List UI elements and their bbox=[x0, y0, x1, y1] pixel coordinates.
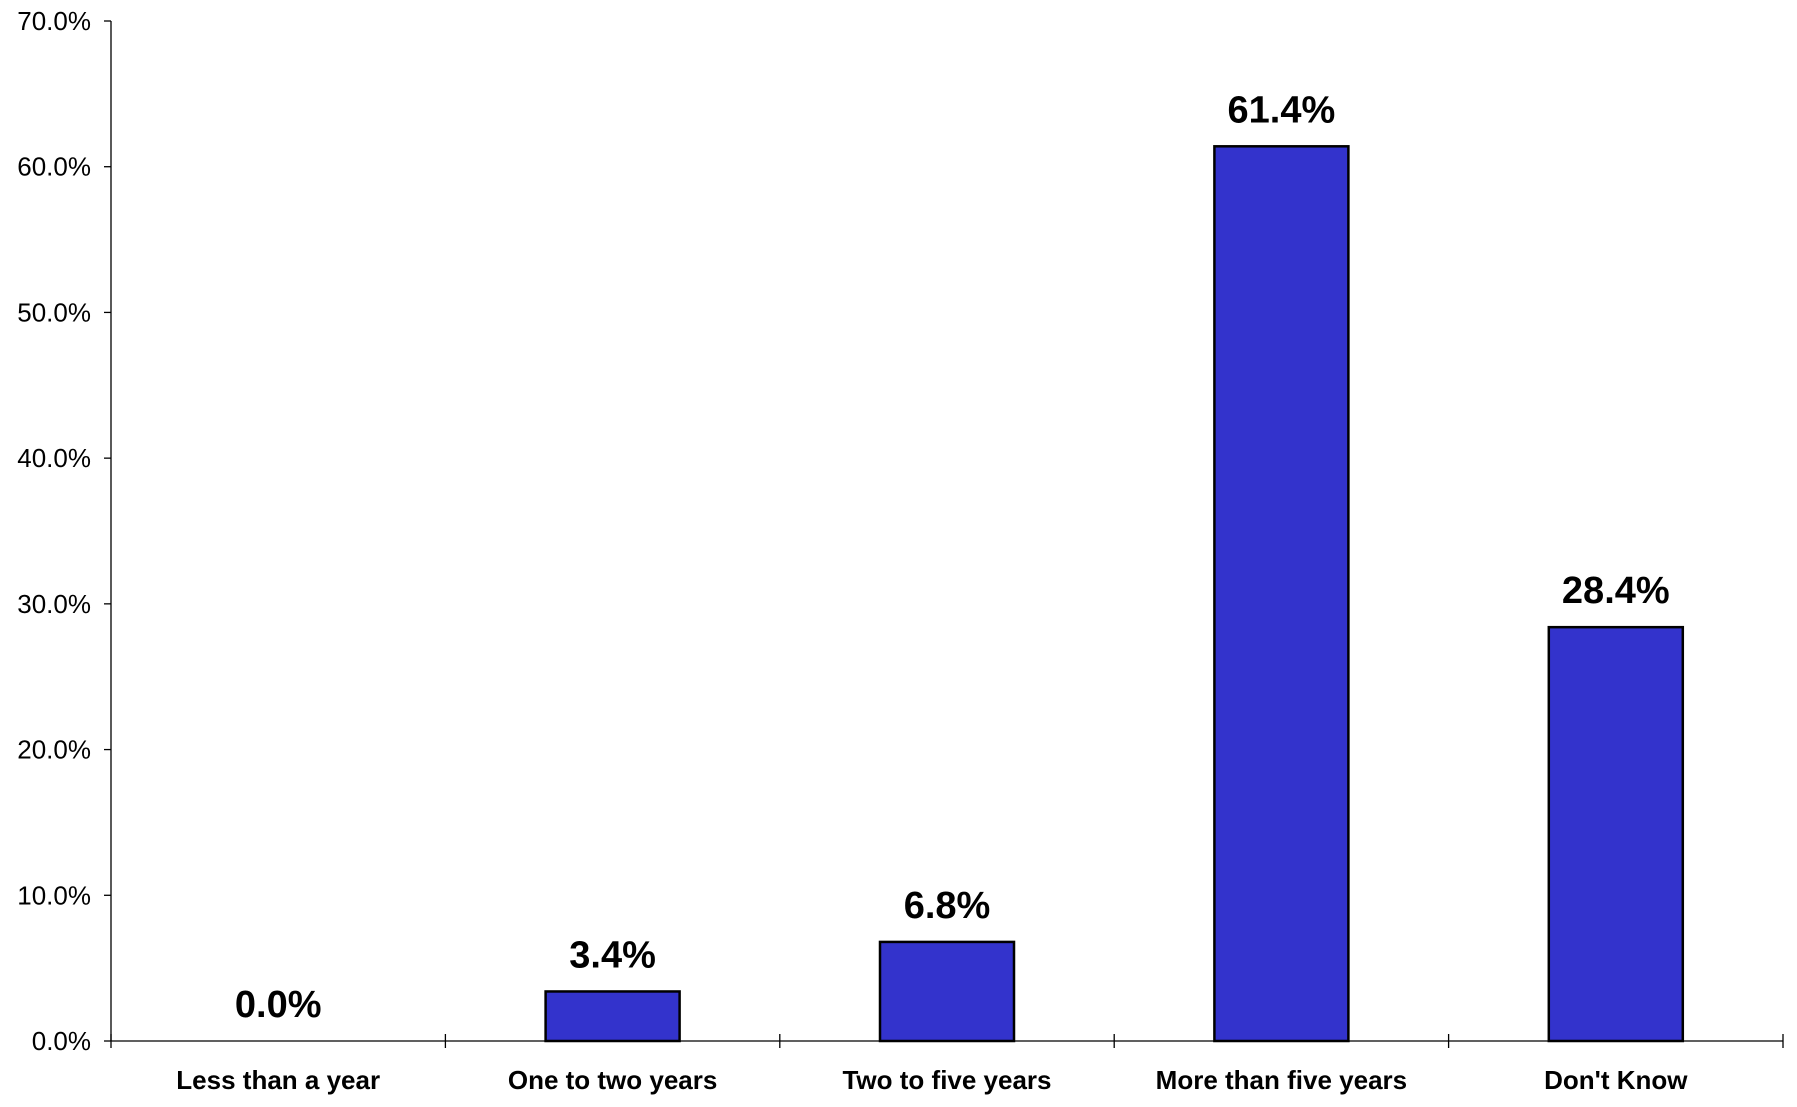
x-axis-labels: Less than a year One to two years Two to f… bbox=[176, 1065, 1688, 1095]
bar bbox=[1213, 145, 1350, 1043]
y-tick-label: 60.0% bbox=[17, 152, 91, 182]
y-tick-label: 10.0% bbox=[17, 880, 91, 910]
y-tick-label: 70.0% bbox=[17, 6, 91, 36]
axes-group bbox=[110, 21, 1783, 1042]
y-tick-label: 0.0% bbox=[32, 1026, 91, 1056]
y-tick-label: 40.0% bbox=[17, 443, 91, 473]
x-tick-label: One to two years bbox=[508, 1065, 718, 1095]
data-label: 28.4% bbox=[1562, 570, 1670, 612]
x-tick-label: Two to five years bbox=[842, 1065, 1051, 1095]
bars-group bbox=[544, 145, 1685, 1043]
y-tick-label: 30.0% bbox=[17, 589, 91, 619]
bar bbox=[1547, 625, 1685, 1043]
x-tick-label: Don't Know bbox=[1544, 1065, 1688, 1095]
data-labels-group: 0.0% 3.4% 6.8% 61.4% 28.4% bbox=[235, 89, 1670, 1026]
data-label: 61.4% bbox=[1228, 89, 1336, 131]
bar bbox=[878, 940, 1016, 1043]
y-tick-label: 20.0% bbox=[17, 735, 91, 765]
x-tick-label: More than five years bbox=[1156, 1065, 1407, 1095]
data-label: 3.4% bbox=[569, 934, 656, 976]
y-tick-label: 50.0% bbox=[17, 297, 91, 327]
y-axis-ticks: 0.0% 10.0% 20.0% 30.0% 40.0% 50.0% 60.0% 70.0% bbox=[17, 6, 111, 1056]
x-tick-label: Less than a year bbox=[176, 1065, 380, 1095]
data-label: 6.8% bbox=[904, 885, 991, 927]
bar bbox=[544, 990, 681, 1043]
data-label: 0.0% bbox=[235, 984, 322, 1026]
